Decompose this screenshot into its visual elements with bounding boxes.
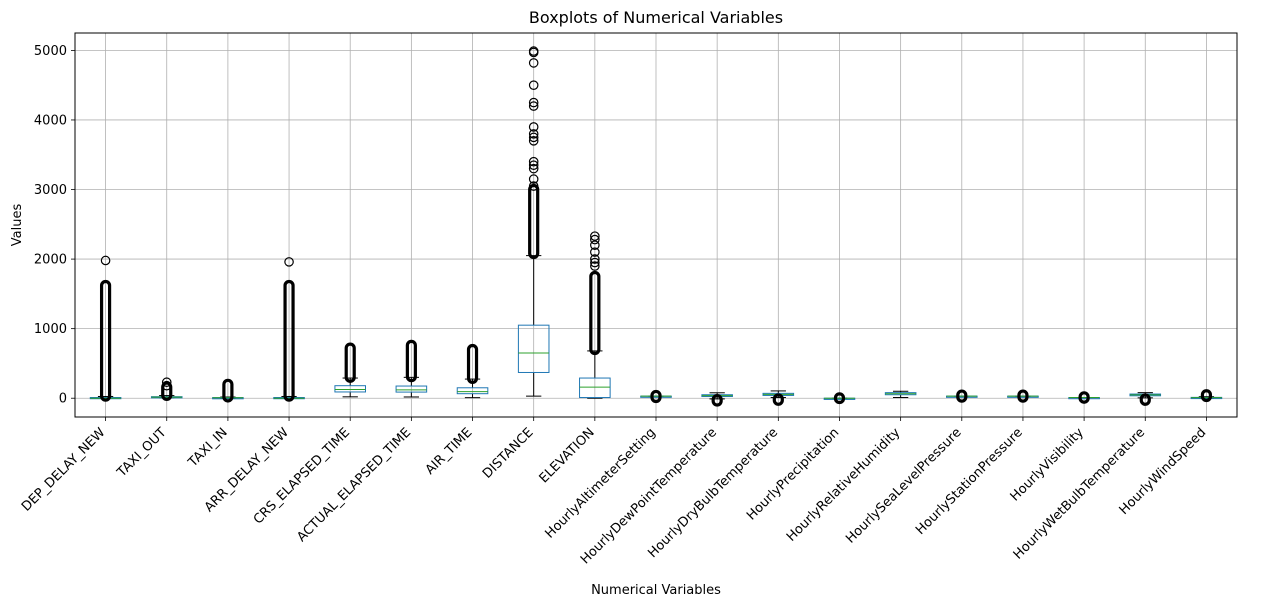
outlier-band [222, 378, 234, 403]
x-tick-label: ACTUAL_ELAPSED_TIME [294, 425, 414, 545]
outlier-point [161, 377, 172, 388]
box-elevation [579, 231, 611, 399]
outlier-band [833, 392, 846, 405]
y-tick-label: 0 [59, 392, 67, 407]
box-hourlyvisibility [1068, 391, 1100, 404]
outlier-point [528, 163, 539, 174]
outlier-point [161, 380, 172, 391]
box-dep-delay-new [89, 255, 122, 402]
box-distance [517, 46, 550, 397]
outlier-point [590, 257, 600, 268]
box-hourlydrybulbtemperature [762, 390, 795, 406]
outlier-band [344, 342, 356, 383]
outlier-band [1017, 389, 1029, 403]
box-hourlydewpointtemperature [701, 392, 733, 407]
y-tick-label: 2000 [34, 253, 67, 268]
outlier-point [528, 160, 539, 170]
outlier-band [956, 389, 968, 403]
y-tick-label: 4000 [34, 113, 67, 128]
outlier-band [1078, 391, 1090, 404]
outlier-point [528, 97, 539, 108]
chart-title: Boxplots of Numerical Variables [529, 8, 783, 27]
outlier-band [1200, 389, 1213, 403]
x-tick-label: DISTANCE [480, 425, 537, 482]
outlier-point [528, 132, 539, 143]
box-hourlyaltimetersetting [640, 389, 672, 404]
outlier-point [590, 254, 600, 264]
outlier-band [1139, 393, 1151, 406]
y-tick-label: 1000 [34, 322, 67, 337]
outlier-band [650, 389, 662, 404]
box-iqr [395, 385, 428, 393]
outlier-band [466, 343, 479, 384]
outlier-point [590, 261, 600, 271]
box-hourlywindspeed [1190, 389, 1223, 403]
outlier-point [590, 247, 600, 257]
box-hourlyrelativehumidity [884, 390, 917, 399]
box-arr-delay-new [273, 257, 305, 402]
outlier-point [528, 181, 539, 191]
x-tick-label: AIR_TIME [423, 425, 476, 478]
outlier-point [528, 156, 539, 167]
outlier-point [100, 255, 111, 266]
x-tick-label: HourlyStationPressure [913, 425, 1026, 538]
box-crs-elapsed-time [334, 342, 366, 398]
box-taxi-out [150, 377, 183, 402]
box-iqr [517, 324, 550, 373]
box-iqr [334, 385, 366, 393]
box-hourlystationpressure [1007, 389, 1039, 403]
box-hourlywetbulbtemperature [1129, 392, 1162, 406]
outlier-band [283, 279, 295, 402]
box-air-time [456, 343, 489, 399]
outlier-point [528, 101, 539, 111]
x-tick-label: DEP_DELAY_NEW [19, 425, 109, 515]
y-tick-label: 3000 [34, 183, 67, 198]
x-tick-label: TAXI_IN [185, 425, 231, 471]
outlier-point [528, 136, 539, 146]
outlier-band [589, 270, 601, 356]
box-hourlysealevelpressure [946, 389, 978, 403]
x-tick-label: HourlyAltimeterSetting [543, 425, 659, 541]
x-tick-label: ELEVATION [537, 425, 598, 486]
outlier-point [528, 129, 539, 139]
x-tick-label: HourlyWetBulbTemperature [1011, 425, 1148, 562]
outlier-band [99, 279, 112, 402]
outlier-point [528, 174, 539, 184]
outlier-point [590, 234, 600, 245]
box-taxi-in [212, 378, 244, 403]
outlier-point [284, 257, 294, 267]
box-actual-elapsed-time [395, 339, 428, 398]
outlier-point [528, 80, 539, 90]
y-axis: 0 1000 2000 3000 4000 5000 [34, 44, 75, 407]
outlier-point [590, 240, 600, 250]
box-iqr [579, 377, 611, 399]
grid [75, 33, 1237, 417]
box-iqr [456, 387, 489, 395]
outlier-point [528, 122, 539, 132]
x-tick-label: HourlyRelativeHumidity [784, 425, 904, 545]
x-axis: DEP_DELAY_NEW TAXI_OUT TAXI_INARR_DELAY_NE… [19, 417, 1209, 567]
outlier-band [405, 339, 417, 383]
y-axis-label: Values [10, 204, 25, 247]
boxes [89, 46, 1223, 407]
outlier-band [772, 393, 784, 406]
outlier-band [711, 394, 723, 407]
outlier-point [590, 231, 600, 241]
x-tick-label: HourlySeaLevelPressure [843, 425, 964, 546]
y-tick-label: 5000 [34, 44, 67, 59]
outlier-point [528, 46, 539, 56]
outlier-band [161, 381, 173, 402]
outlier-point [528, 58, 539, 68]
outlier-band [528, 183, 540, 260]
x-tick-label: TAXI_OUT [114, 425, 170, 481]
x-tick-label: HourlyDryBulbTemperature [645, 425, 781, 561]
x-axis-label: Numerical Variables [591, 583, 721, 598]
box-hourlyprecipitation [823, 392, 856, 405]
